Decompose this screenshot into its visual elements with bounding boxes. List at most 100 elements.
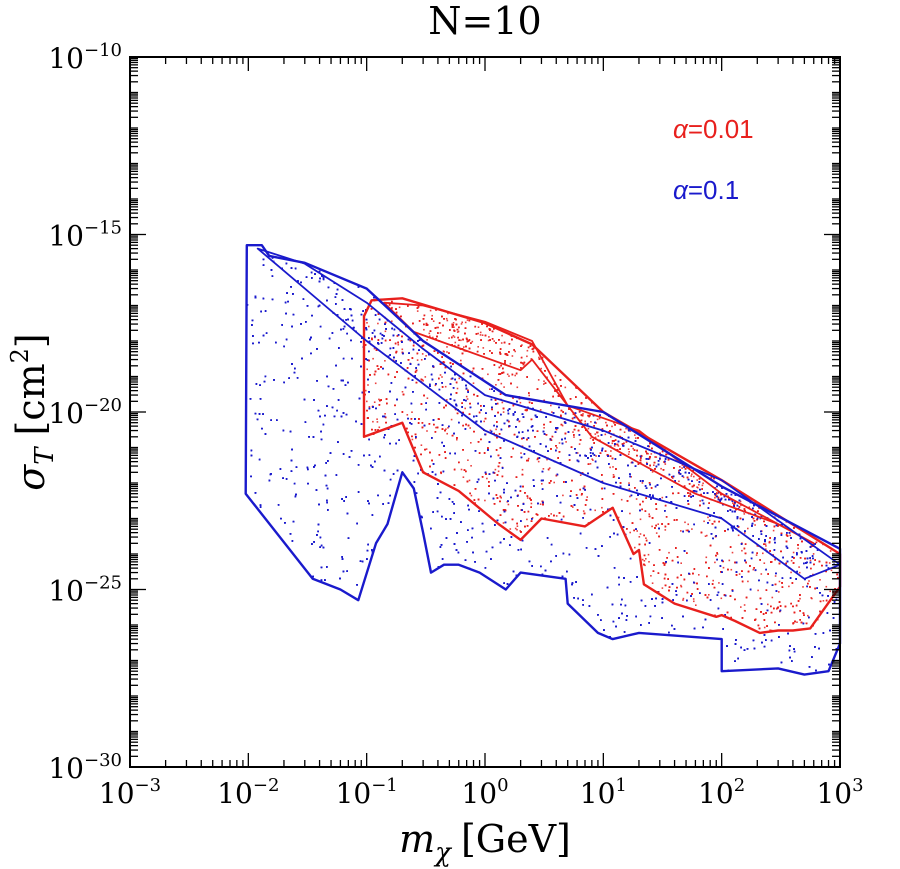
scatter-point bbox=[464, 407, 466, 410]
scatter-point bbox=[460, 323, 463, 325]
scatter-point bbox=[421, 422, 424, 424]
scatter-point bbox=[807, 614, 809, 617]
scatter-point bbox=[644, 564, 646, 567]
scatter-point bbox=[589, 414, 591, 417]
scatter-point bbox=[431, 459, 433, 462]
scatter-point bbox=[671, 559, 674, 562]
scatter-point bbox=[548, 515, 550, 517]
scatter-point bbox=[815, 541, 818, 544]
scatter-point bbox=[640, 457, 642, 459]
scatter-point bbox=[790, 571, 792, 574]
scatter-point bbox=[662, 562, 665, 564]
scatter-point bbox=[516, 522, 518, 525]
scatter-point bbox=[502, 367, 504, 370]
scatter-point bbox=[450, 378, 453, 380]
scatter-point bbox=[675, 547, 677, 549]
scatter-point bbox=[693, 600, 695, 603]
scatter-point bbox=[467, 389, 469, 392]
scatter-point bbox=[493, 503, 496, 505]
scatter-point bbox=[641, 508, 643, 511]
scatter-point bbox=[768, 541, 771, 544]
scatter-point bbox=[508, 375, 510, 377]
scatter-point bbox=[437, 326, 439, 329]
scatter-point bbox=[580, 414, 583, 416]
scatter-point bbox=[477, 326, 480, 328]
scatter-point bbox=[491, 338, 494, 340]
scatter-point bbox=[454, 341, 457, 344]
scatter-point bbox=[611, 425, 613, 428]
scatter-point bbox=[732, 502, 734, 504]
scatter-point bbox=[792, 622, 795, 624]
scatter-point bbox=[705, 556, 708, 559]
scatter-point bbox=[377, 368, 380, 370]
scatter-point bbox=[406, 414, 409, 416]
scatter-point bbox=[596, 431, 598, 434]
scatter-point bbox=[681, 467, 683, 469]
scatter-point bbox=[376, 421, 379, 423]
scatter-point bbox=[570, 446, 573, 448]
scatter-point bbox=[451, 323, 453, 325]
scatter-point bbox=[747, 580, 749, 583]
scatter-point bbox=[683, 485, 686, 487]
scatter-point bbox=[540, 367, 542, 370]
scatter-point bbox=[425, 448, 428, 450]
scatter-point bbox=[545, 434, 548, 436]
scatter-point bbox=[395, 308, 397, 310]
scatter-point bbox=[612, 474, 615, 476]
scatter-point bbox=[558, 442, 561, 444]
scatter-point bbox=[509, 362, 512, 365]
scatter-point bbox=[698, 483, 700, 486]
scatter-point bbox=[466, 340, 469, 343]
scatter-point bbox=[495, 449, 498, 451]
scatter-point bbox=[469, 402, 471, 405]
scatter-point bbox=[414, 446, 416, 449]
scatter-point bbox=[630, 445, 633, 447]
scatter-point bbox=[466, 480, 469, 483]
scatter-point bbox=[380, 399, 382, 401]
scatter-point bbox=[527, 346, 530, 349]
scatter-point bbox=[610, 436, 612, 438]
scatter-point bbox=[469, 427, 471, 429]
scatter-point bbox=[544, 382, 547, 384]
scatter-point bbox=[394, 404, 396, 407]
scatter-point bbox=[778, 580, 781, 583]
scatter-point bbox=[741, 570, 743, 572]
scatter-point bbox=[771, 596, 774, 599]
scatter-point bbox=[800, 621, 803, 624]
scatter-point bbox=[650, 575, 652, 577]
scatter-point bbox=[398, 306, 401, 309]
scatter-point bbox=[522, 363, 525, 366]
scatter-point bbox=[748, 506, 751, 508]
scatter-point bbox=[682, 599, 684, 601]
scatter-point bbox=[664, 529, 667, 531]
scatter-point bbox=[441, 386, 444, 388]
scatter-point bbox=[798, 571, 801, 574]
scatter-point bbox=[439, 332, 442, 334]
scatter-point bbox=[763, 543, 765, 545]
scatter-point bbox=[753, 567, 755, 569]
scatter-point bbox=[558, 512, 561, 514]
scatter-point bbox=[776, 607, 779, 609]
scatter-point bbox=[686, 591, 689, 594]
scatter-point bbox=[665, 516, 668, 518]
scatter-point bbox=[444, 366, 447, 369]
scatter-point bbox=[511, 518, 514, 521]
scatter-point bbox=[689, 492, 691, 495]
scatter-point bbox=[667, 458, 670, 461]
scatter-point bbox=[431, 314, 433, 317]
scatter-point bbox=[456, 328, 459, 331]
scatter-point bbox=[575, 396, 577, 398]
scatter-point bbox=[774, 575, 777, 577]
scatter-point bbox=[429, 465, 431, 468]
scatter-point bbox=[836, 573, 838, 576]
scatter-point bbox=[553, 514, 555, 517]
scatter-point bbox=[481, 476, 484, 478]
scatter-point bbox=[627, 453, 630, 455]
scatter-point bbox=[658, 549, 661, 551]
scatter-point bbox=[470, 442, 472, 444]
scatter-point bbox=[605, 421, 607, 424]
scatter-point bbox=[496, 436, 498, 439]
scatter-point bbox=[460, 339, 462, 342]
scatter-point bbox=[601, 498, 604, 500]
scatter-point bbox=[555, 428, 558, 431]
